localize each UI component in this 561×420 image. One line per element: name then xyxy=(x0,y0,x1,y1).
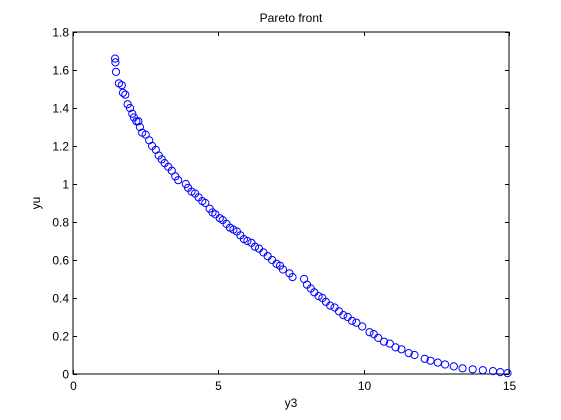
axis-ticks: 0 5 10 15 0 0.2 0.4 0.6 0.8 1 1.2 1.4 1.6 1.8 xyxy=(52,26,516,394)
data-point xyxy=(111,58,120,67)
data-point xyxy=(404,349,413,358)
data-point xyxy=(347,316,357,325)
data-point xyxy=(503,369,512,378)
y-tick-label: 1.2 xyxy=(52,140,69,154)
data-point xyxy=(326,301,335,310)
data-point xyxy=(111,54,120,63)
chart-title: Pareto front xyxy=(260,11,323,25)
data-point xyxy=(441,360,450,369)
y-axis-title: yu xyxy=(29,197,43,210)
data-point xyxy=(397,345,406,354)
x-axis-title: y3 xyxy=(285,396,298,410)
data-point xyxy=(174,176,183,185)
data-point xyxy=(117,81,126,90)
y-tick-label: 0.6 xyxy=(52,254,69,268)
y-tick-label: 0 xyxy=(62,368,69,382)
data-points xyxy=(111,54,512,378)
data-point xyxy=(314,292,323,301)
data-point xyxy=(352,318,361,327)
data-point xyxy=(243,236,252,246)
data-point xyxy=(458,364,467,373)
data-point xyxy=(449,362,458,371)
data-point xyxy=(410,350,419,360)
data-point xyxy=(135,122,144,132)
data-point xyxy=(385,339,394,348)
plot-area xyxy=(72,31,510,375)
y-tick-label: 1.8 xyxy=(52,26,69,40)
data-point xyxy=(379,337,389,346)
data-point xyxy=(426,356,435,365)
data-point xyxy=(250,242,260,251)
y-tick-label: 0.2 xyxy=(52,330,69,344)
data-point xyxy=(374,333,383,342)
data-point xyxy=(134,117,143,126)
data-point xyxy=(478,366,487,375)
data-point xyxy=(128,109,137,118)
data-point xyxy=(358,322,367,331)
x-tick-label: 15 xyxy=(503,379,517,393)
data-point xyxy=(121,90,130,99)
data-point xyxy=(365,328,374,337)
data-point xyxy=(288,273,297,282)
data-point xyxy=(201,198,210,208)
data-point xyxy=(339,311,348,320)
y-tick-label: 0.4 xyxy=(52,292,69,306)
data-point xyxy=(111,67,121,77)
y-tick-label: 1 xyxy=(62,178,69,192)
y-tick-label: 1.6 xyxy=(52,64,69,78)
data-point xyxy=(278,265,287,274)
data-point xyxy=(118,88,128,97)
x-tick-label: 10 xyxy=(358,379,372,393)
data-point xyxy=(125,103,135,113)
y-tick-label: 1.4 xyxy=(52,102,69,116)
data-point xyxy=(420,354,429,363)
x-tick-label: 0 xyxy=(70,379,77,393)
x-tick-label: 5 xyxy=(215,379,222,393)
data-point xyxy=(391,343,400,352)
y-tick-label: 0.8 xyxy=(52,216,69,230)
data-point xyxy=(433,358,442,367)
data-point xyxy=(468,365,477,374)
